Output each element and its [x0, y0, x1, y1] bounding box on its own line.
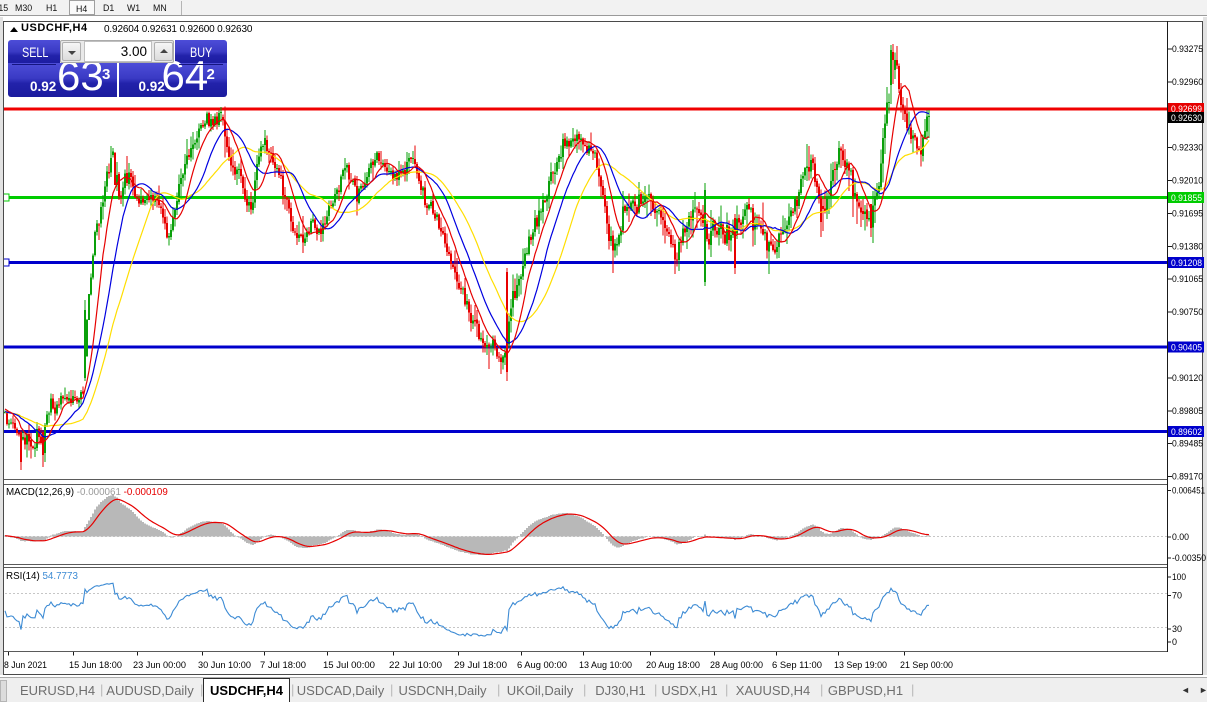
- svg-text:0.92630: 0.92630: [1171, 113, 1202, 124]
- svg-text:6 Sep 11:00: 6 Sep 11:00: [772, 660, 822, 671]
- svg-text:0.006451: 0.006451: [1172, 486, 1205, 497]
- svg-text:6 Aug 00:00: 6 Aug 00:00: [517, 660, 567, 671]
- svg-text:13 Aug 10:00: 13 Aug 10:00: [579, 660, 632, 671]
- svg-text:0.91695: 0.91695: [1172, 208, 1203, 219]
- svg-text:0.93275: 0.93275: [1172, 44, 1203, 55]
- svg-text:30: 30: [1172, 624, 1182, 635]
- svg-text:29 Jul 18:00: 29 Jul 18:00: [454, 660, 507, 671]
- svg-text:0.91065: 0.91065: [1172, 274, 1203, 285]
- svg-text:0.89805: 0.89805: [1172, 406, 1203, 417]
- svg-text:MACD(12,26,9) -0.000061 -0.000: MACD(12,26,9) -0.000061 -0.000109: [6, 487, 168, 498]
- svg-text:28 Aug 00:00: 28 Aug 00:00: [710, 660, 763, 671]
- svg-text:0.92960: 0.92960: [1172, 77, 1203, 88]
- svg-text:0.90405: 0.90405: [1171, 343, 1202, 354]
- svg-text:0.92330: 0.92330: [1172, 143, 1203, 154]
- svg-text:0.91855: 0.91855: [1171, 193, 1202, 204]
- svg-text:0: 0: [1172, 637, 1177, 648]
- svg-text:-0.00350: -0.00350: [1172, 553, 1206, 564]
- svg-text:70: 70: [1172, 590, 1182, 601]
- svg-text:0.89170: 0.89170: [1172, 472, 1203, 483]
- svg-text:8 Jun 2021: 8 Jun 2021: [4, 660, 47, 671]
- svg-text:20 Aug 18:00: 20 Aug 18:00: [646, 660, 700, 671]
- svg-text:13 Sep 19:00: 13 Sep 19:00: [834, 660, 887, 671]
- svg-text:0.92010: 0.92010: [1172, 176, 1203, 187]
- svg-text:0.92699: 0.92699: [1171, 104, 1202, 115]
- svg-text:RSI(14) 54.7773: RSI(14) 54.7773: [6, 571, 78, 582]
- svg-text:7 Jul 18:00: 7 Jul 18:00: [260, 660, 306, 671]
- svg-text:0.00: 0.00: [1172, 532, 1189, 543]
- svg-text:0.91208: 0.91208: [1171, 258, 1202, 269]
- svg-text:0.89485: 0.89485: [1172, 439, 1203, 450]
- svg-text:0.89602: 0.89602: [1171, 427, 1202, 438]
- svg-text:15 Jun 18:00: 15 Jun 18:00: [69, 660, 122, 671]
- svg-text:15 Jul 00:00: 15 Jul 00:00: [323, 660, 375, 671]
- svg-text:0.91380: 0.91380: [1172, 241, 1203, 252]
- svg-text:30 Jun 10:00: 30 Jun 10:00: [198, 660, 251, 671]
- svg-text:0.90750: 0.90750: [1172, 307, 1203, 318]
- svg-text:0.90120: 0.90120: [1172, 373, 1203, 384]
- svg-text:21 Sep 00:00: 21 Sep 00:00: [900, 660, 953, 671]
- svg-text:100: 100: [1172, 572, 1186, 583]
- svg-text:23 Jun 00:00: 23 Jun 00:00: [133, 660, 186, 671]
- svg-text:22 Jul 10:00: 22 Jul 10:00: [389, 660, 442, 671]
